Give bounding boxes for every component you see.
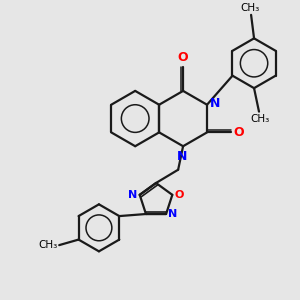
- Text: CH₃: CH₃: [38, 240, 57, 250]
- Text: N: N: [210, 97, 220, 110]
- Text: N: N: [168, 209, 177, 219]
- Text: CH₃: CH₃: [241, 3, 260, 13]
- Text: O: O: [178, 51, 188, 64]
- Text: CH₃: CH₃: [250, 114, 270, 124]
- Text: N: N: [128, 190, 138, 200]
- Text: N: N: [177, 150, 187, 163]
- Text: O: O: [233, 126, 244, 139]
- Text: O: O: [174, 190, 184, 200]
